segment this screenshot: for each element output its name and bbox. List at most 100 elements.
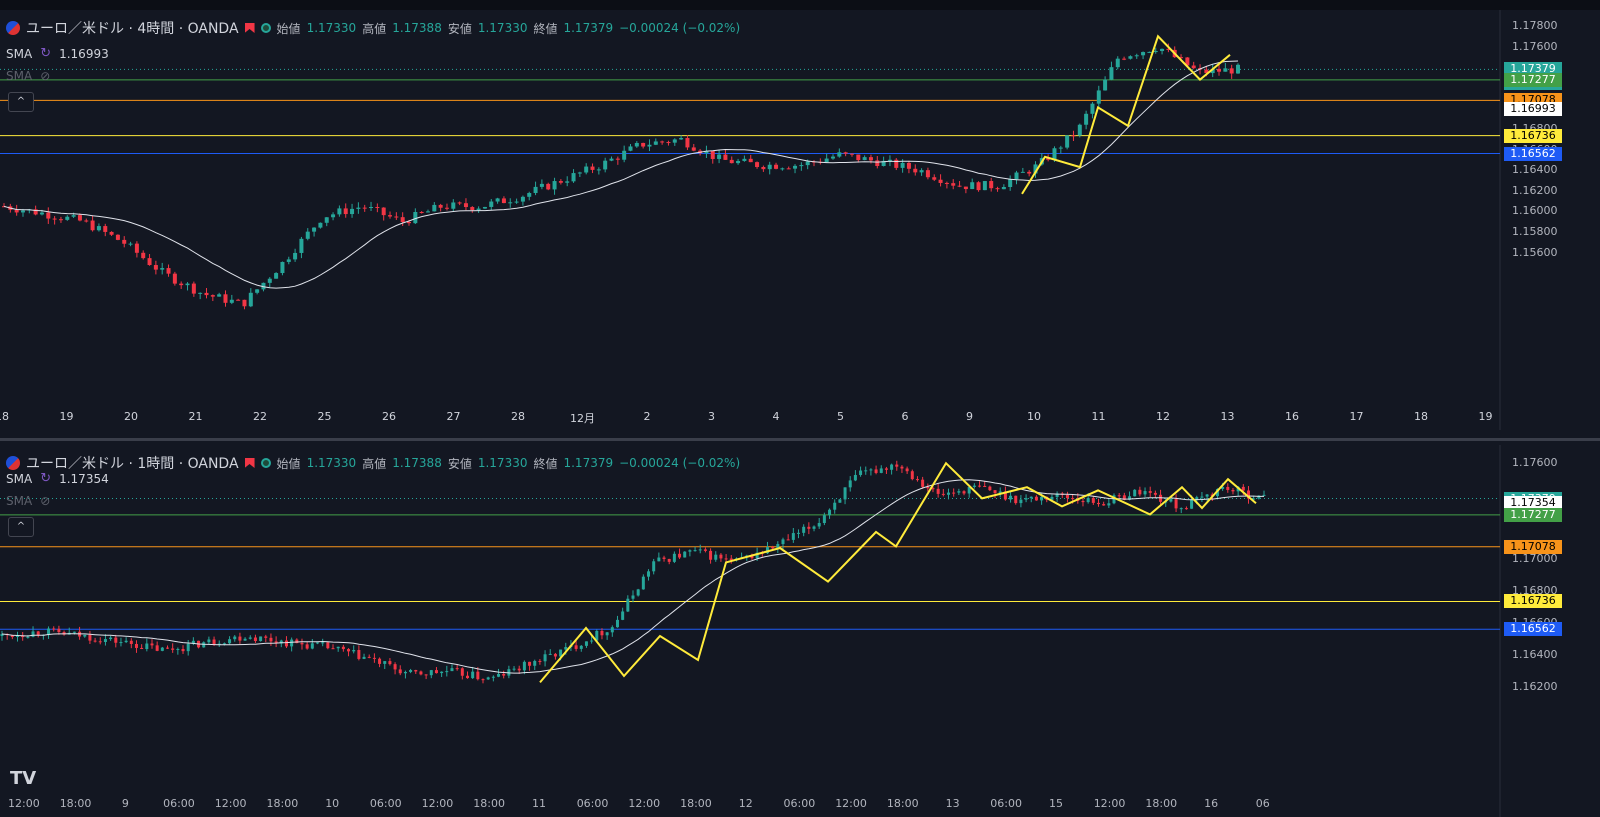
candle-body [849,153,854,155]
candle-body [357,650,361,659]
time-axis-label: 12:00 [1093,797,1126,810]
candle-body [242,299,247,307]
candle-body [1226,486,1230,490]
candle-body [1034,496,1038,501]
candle-body [652,561,656,572]
sma-indicator-2[interactable]: SMA ⊘ [6,494,50,508]
candle-body [1052,148,1057,160]
time-axis-label: 21 [188,410,203,423]
candle-body [217,294,222,297]
eurusd-flag-icon [6,21,20,35]
hidden-eye-icon[interactable]: ⊘ [40,494,51,508]
candle-body [596,169,601,171]
candle-body [641,576,645,590]
candle-body [1141,52,1146,56]
candle-body [413,212,418,224]
tradingview-logo[interactable]: TV [10,768,37,789]
candle-body [1174,499,1178,509]
sma-indicator-1[interactable]: SMA ↻ 1.17354 [6,471,109,486]
candle-body [868,157,873,161]
refresh-icon[interactable]: ↻ [40,46,52,61]
candle-body [780,168,785,170]
candle-body [729,558,733,561]
change-value: −0.00024 (−0.02%) [619,21,741,35]
chart-pane-4h[interactable]: ユーロ／米ドル · 4時間 · OANDA 始値 1.17330 高値 1.1738… [0,10,1600,430]
candle-body [970,182,975,190]
time-axis-label: 06:00 [369,797,402,810]
symbol-title[interactable]: ユーロ／米ドル · 4時間 · OANDA [26,21,239,37]
candle-body [181,649,185,652]
market-status-icon[interactable] [260,23,271,33]
refresh-icon[interactable]: ↻ [40,471,52,486]
candle-body [833,502,837,510]
candle-body [666,142,671,144]
candle-body [864,470,868,472]
price-tag: 1.16562 [1504,622,1562,637]
sma-indicator-2[interactable]: SMA ⊘ [6,69,50,83]
candle-body [171,648,175,650]
candle-body [546,183,551,190]
candle-body [362,207,367,209]
candle-body [755,162,760,167]
pane-divider[interactable] [0,438,1600,441]
chart-canvas-1h[interactable] [0,445,1600,817]
candle-body [843,152,848,154]
chart-pane-1h[interactable]: ユーロ／米ドル · 1時間 · OANDA 始値 1.17330 高値 1.1738… [0,445,1600,817]
candle-body [824,158,829,163]
candle-body [605,632,609,636]
candle-body [1020,171,1025,173]
candle-body [1109,67,1114,80]
candle-body [579,645,583,649]
low-value: 1.17330 [477,456,528,470]
candle-body [626,598,630,612]
candle-body [683,551,687,558]
time-axis-label: 9 [966,410,973,423]
candle-body [312,227,317,232]
candle-body [657,557,661,562]
candle-body [115,234,120,240]
candle-body [548,653,552,655]
candle-body [31,631,35,637]
candle-body [724,558,728,560]
candle-body [375,206,380,208]
candle-body [584,641,588,646]
candle-body [1103,79,1108,91]
candle-body [952,492,956,494]
time-axis-label: 17 [1349,410,1364,423]
collapse-legend-button[interactable]: ^ [8,517,34,537]
market-status-icon[interactable] [260,458,271,468]
symbol-title[interactable]: ユーロ／米ドル · 1時間 · OANDA [26,456,239,472]
candle-body [932,177,937,180]
candle-body [140,647,144,650]
candle-body [875,160,880,166]
candle-body [636,589,640,596]
candle-body [590,640,594,642]
candle-body [698,549,702,551]
sma-indicator-1[interactable]: SMA ↻ 1.16993 [6,46,109,61]
time-axis-label: 06 [1255,797,1270,810]
candle-body [134,643,138,648]
candle-body [1014,495,1018,504]
candle-body [191,283,196,294]
candle-body [830,156,835,159]
candle-body [310,643,314,649]
candle-body [372,657,376,659]
candle-body [179,283,184,286]
candle-body [243,638,247,641]
candle-body [463,203,468,208]
candle-body [119,642,123,644]
bookmark-icon[interactable] [244,458,255,468]
candle-body [1024,498,1028,500]
chart-canvas-4h[interactable] [0,10,1600,430]
bookmark-icon[interactable] [244,23,255,33]
candle-body [1195,497,1199,501]
candle-body [781,539,785,545]
collapse-legend-button[interactable]: ^ [8,92,34,112]
hidden-eye-icon[interactable]: ⊘ [40,69,51,83]
candle-body [714,554,718,560]
candle-body [286,259,291,262]
candle-body [742,158,747,161]
candle-body [501,198,506,204]
candle-body [603,160,608,170]
sma-line [3,60,1239,289]
